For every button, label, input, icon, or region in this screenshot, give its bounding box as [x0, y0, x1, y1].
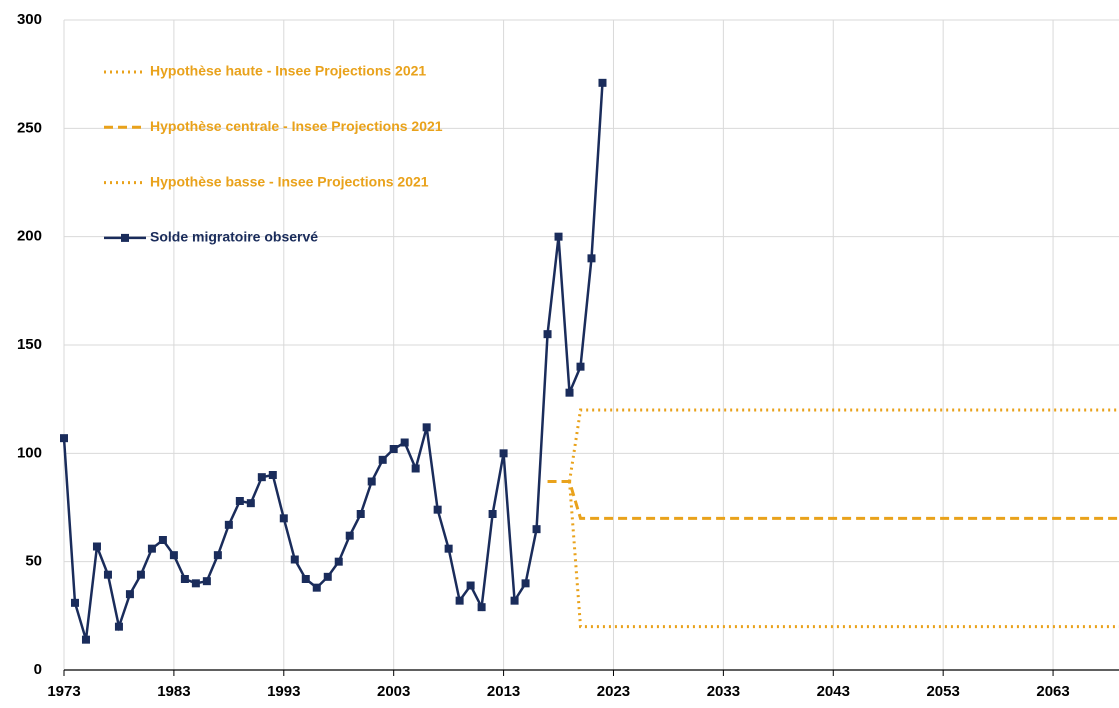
data-point	[92, 542, 101, 551]
data-point	[411, 464, 420, 473]
data-point	[334, 557, 343, 566]
data-point	[213, 551, 222, 560]
data-point	[103, 570, 112, 579]
data-point	[257, 473, 266, 482]
data-point	[169, 551, 178, 560]
data-point	[499, 449, 508, 458]
data-point	[389, 445, 398, 453]
x-tick-label: 2023	[597, 683, 630, 700]
data-point	[136, 570, 145, 579]
data-point	[356, 510, 365, 518]
y-tick-label: 100	[17, 444, 42, 461]
data-line	[568, 481, 1119, 629]
data-point	[543, 330, 552, 339]
data-point	[301, 575, 310, 583]
data-point	[191, 579, 200, 588]
data-point	[598, 78, 607, 87]
data-line	[62, 82, 604, 641]
data-point	[433, 505, 442, 514]
data-point	[477, 603, 486, 612]
legend-label: Hypothèse haute - Insee Projections 2021	[150, 63, 426, 79]
data-point	[587, 254, 596, 263]
data-point	[367, 477, 376, 486]
data-point	[444, 544, 453, 553]
data-point	[268, 471, 277, 479]
data-point	[279, 514, 288, 523]
legend-label: Solde migratoire observé	[150, 229, 318, 245]
data-point	[345, 531, 354, 540]
x-tick-label: 2033	[707, 683, 740, 700]
data-point	[246, 499, 255, 508]
data-point	[455, 596, 464, 605]
data-point	[466, 581, 475, 590]
y-tick-label: 150	[17, 336, 42, 353]
data-point	[290, 555, 299, 564]
data-point	[70, 598, 79, 607]
x-tick-label: 2013	[487, 683, 520, 700]
data-point	[202, 577, 211, 586]
y-tick-label: 0	[34, 661, 42, 678]
y-tick-label: 250	[17, 119, 42, 136]
data-point	[323, 572, 332, 581]
data-line	[547, 480, 1119, 520]
data-point	[147, 544, 156, 553]
legend-marker	[121, 233, 129, 242]
legend-label: Hypothèse centrale - Insee Projections 2…	[150, 118, 443, 134]
data-point	[510, 596, 519, 605]
y-tick-label: 50	[25, 553, 42, 570]
data-line	[568, 408, 1119, 482]
data-point	[576, 362, 585, 371]
x-tick-label: 1983	[157, 683, 190, 700]
data-point	[488, 510, 497, 518]
data-point	[565, 388, 574, 397]
x-tick-label: 1973	[47, 683, 80, 700]
data-point	[81, 635, 90, 644]
data-point	[521, 579, 530, 588]
data-point	[400, 438, 409, 447]
data-point	[312, 583, 321, 592]
data-point	[125, 590, 134, 599]
y-tick-label: 300	[17, 11, 42, 28]
data-point	[554, 232, 563, 241]
y-tick-label: 200	[17, 228, 42, 245]
data-point	[224, 520, 233, 529]
data-point	[532, 525, 541, 534]
legend-label: Hypothèse basse - Insee Projections 2021	[150, 173, 429, 189]
data-point	[378, 455, 387, 464]
data-point	[158, 536, 167, 544]
x-tick-label: 2043	[817, 683, 850, 700]
x-tick-label: 2053	[926, 683, 959, 700]
data-point	[114, 622, 123, 631]
data-point	[422, 423, 431, 432]
x-tick-label: 1993	[267, 683, 300, 700]
x-tick-label: 2063	[1036, 683, 1069, 700]
data-point	[60, 434, 68, 443]
x-tick-label: 2003	[377, 683, 410, 700]
data-point	[235, 497, 244, 505]
data-point	[180, 575, 189, 583]
